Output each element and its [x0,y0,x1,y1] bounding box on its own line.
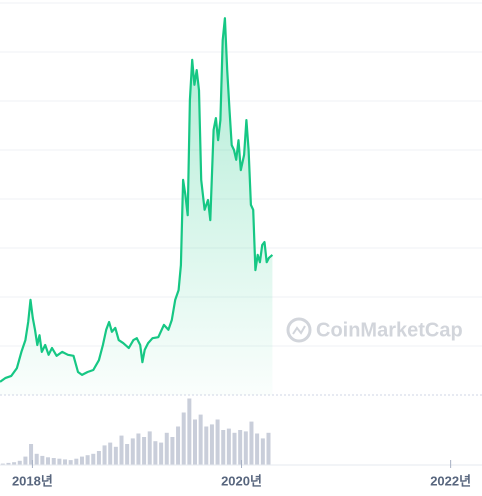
area [0,18,273,395]
volume-bar [232,432,237,465]
volume-bar [249,421,254,465]
volume-bar [96,451,101,465]
volume-bar [153,441,158,465]
volume-bar [147,431,152,465]
volume-bar [91,453,96,465]
volume-bar [187,398,192,465]
x-tick-label: 2020년 [221,473,262,488]
volume-bar [136,433,141,465]
volume-bar [119,435,124,465]
volume-bar [192,419,197,465]
volume-bar [63,459,68,465]
volume-bar [6,462,11,465]
volume-bar [209,424,214,465]
volume-bar [85,455,90,465]
volume-bar [170,437,175,465]
x-tick-label: 2022년 [430,473,471,488]
x-axis-labels: 2018년 2020년 2022년 [12,460,471,488]
volume-bar [159,442,164,465]
watermark-text: CoinMarketCap [316,319,463,341]
volume-bar [34,453,39,465]
volume-bar [238,430,243,465]
volume-bar [130,438,135,465]
volume [0,398,271,465]
volume-bar [243,431,248,465]
volume-bar [266,432,271,465]
volume-bar [226,428,231,465]
volume-bar [17,460,22,465]
volume-bar [176,426,181,465]
volume-bar [221,430,226,465]
volume-bar [29,444,34,465]
line [0,17,274,383]
volume-bar [255,433,260,465]
volume-bar [45,457,50,465]
volume-bar [215,419,220,465]
volume-bar [108,442,113,465]
volume-bar [57,458,62,465]
plot [0,17,274,395]
volume-bar [204,426,209,465]
volume-bar [12,462,17,465]
volume-bar [164,432,169,465]
volume-bar [102,445,107,465]
volume-bar [51,458,56,465]
volume-bar [79,456,84,465]
volume-bar [74,458,79,465]
volume-bar [40,455,45,465]
volume-bar [113,446,118,465]
watermark: CoinMarketCap [286,317,463,343]
volume-bar [68,460,73,465]
volume-bar [23,456,28,465]
x-tick-label: 2018년 [12,473,53,488]
volume-bar [0,463,5,465]
volume-bar [181,412,186,465]
volume-bar [260,438,265,465]
volume-bar [125,444,130,465]
volume-bar [198,414,203,465]
volume-bar [142,437,147,465]
